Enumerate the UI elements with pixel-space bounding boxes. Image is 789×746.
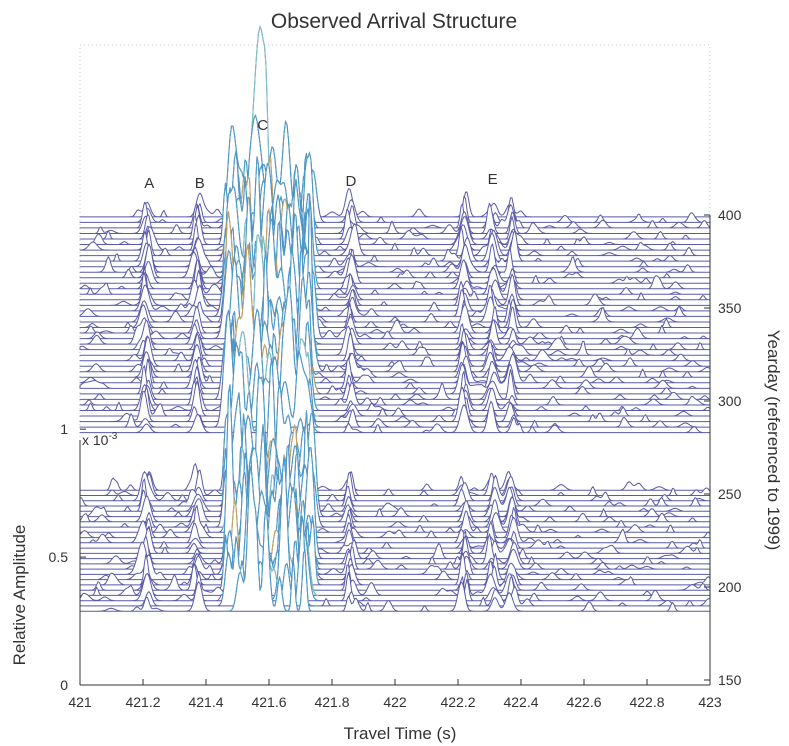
x-tick-label: 422.2 — [440, 694, 475, 710]
waterfall-trace — [79, 176, 711, 273]
x-tick-label: 422.6 — [566, 694, 601, 710]
waterfall-trace — [79, 244, 711, 362]
waterfall-trace — [79, 26, 711, 218]
waterfall-trace — [79, 150, 711, 251]
x-tick-label: 421 — [68, 694, 92, 710]
x-tick-label: 421.2 — [125, 694, 160, 710]
left-y-tick-label: 1 — [60, 421, 68, 437]
x-tick-label: 422 — [383, 694, 407, 710]
right-y-axis-label: Yearday (referenced to 1999) — [764, 330, 783, 551]
waterfall-trace — [79, 152, 711, 257]
waterfall-trace — [79, 376, 711, 539]
waterfall-trace — [79, 193, 711, 367]
peak-label: E — [488, 171, 498, 188]
waterfall-trace — [79, 515, 711, 607]
right-y-tick-label: 200 — [718, 579, 742, 595]
left-y-tick-label: 0.5 — [49, 549, 69, 565]
waterfall-trace — [79, 156, 711, 312]
waterfall-trace — [79, 487, 711, 581]
waterfall-trace — [79, 121, 711, 223]
waterfall-trace — [79, 162, 711, 279]
waterfall-trace — [79, 316, 711, 400]
waterfall-trace — [79, 156, 711, 262]
right-y-axis-ticks: 150 200 250 300 350 400 — [704, 207, 742, 688]
x-tick-label: 422.8 — [629, 694, 664, 710]
waterfall-trace — [79, 423, 711, 544]
waterfall-trace — [79, 384, 711, 565]
waterfall-trace — [79, 457, 711, 602]
waterfall-trace — [79, 248, 711, 378]
waterfall-trace — [79, 185, 711, 290]
waterfall-trace — [79, 471, 711, 591]
waterfall-trace — [79, 410, 711, 528]
waterfall-trace — [79, 234, 711, 351]
right-y-tick-label: 250 — [718, 486, 742, 502]
waterfall-trace — [79, 424, 711, 512]
waterfall-trace — [79, 473, 711, 554]
waterfall-trace — [79, 309, 711, 428]
waterfall-trace — [79, 165, 711, 234]
waterfall-trace — [79, 413, 711, 507]
waterfall-traces — [79, 24, 711, 612]
waterfall-trace — [79, 178, 711, 268]
waterfall-trace — [79, 465, 711, 612]
x-axis-label: Travel Time (s) — [344, 724, 457, 743]
waterfall-trace — [79, 412, 711, 518]
right-y-tick-label: 350 — [718, 300, 742, 316]
left-y-tick-label: 0 — [60, 677, 68, 693]
right-y-tick-label: 300 — [718, 393, 742, 409]
right-y-tick-label: 400 — [718, 207, 742, 223]
waterfall-trace — [79, 381, 711, 491]
peak-label: B — [195, 175, 205, 192]
right-y-tick-label: 150 — [718, 672, 742, 688]
left-y-axis-label: Relative Amplitude — [10, 525, 29, 666]
waterfall-trace — [79, 114, 711, 229]
x-tick-label: 421.8 — [314, 694, 349, 710]
peak-label: A — [144, 175, 154, 192]
peak-labels: A B C D E — [144, 117, 497, 192]
x-axis-ticks: 421 421.2 421.4 421.6 421.8 422 422.2 422.4 422.… — [68, 679, 722, 710]
left-axis-multiplier: x 10-3 — [82, 431, 118, 448]
trace-core-segment — [222, 465, 319, 612]
waterfall-trace — [79, 196, 711, 317]
chart-title: Observed Arrival Structure — [271, 10, 517, 33]
x-tick-label: 422.4 — [503, 694, 538, 710]
x-tick-label: 421.4 — [188, 694, 223, 710]
x-tick-label: 423 — [698, 694, 722, 710]
x-tick-label: 421.6 — [251, 694, 286, 710]
peak-label: D — [345, 173, 356, 190]
left-y-axis-ticks: 00.51 — [49, 421, 86, 693]
waterfall-trace — [79, 472, 711, 586]
peak-label: C — [257, 117, 268, 134]
waterfall-trace — [79, 282, 711, 356]
waterfall-trace — [79, 271, 711, 373]
